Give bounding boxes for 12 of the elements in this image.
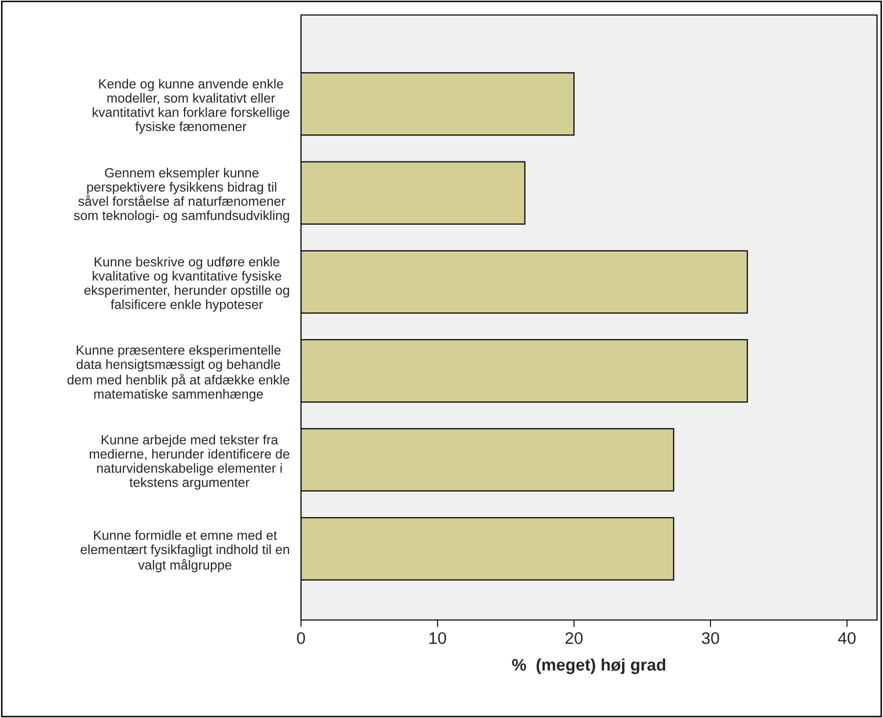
y-tick-label: Kunne præsentere eksperimentelle data hensigtsmæssigt og behandle dem med henblik på at afdække enkle matematiske sammenhænge (67, 345, 290, 402)
x-axis-title: % (meget) høj grad (512, 658, 666, 674)
y-tick-label: Gennem eksempler kunne perspektivere fysikkens bidrag til såvel forståelse af naturfænomener som teknologi- og samfundsudvikling (74, 168, 290, 223)
y-tick-label: Kunne formidle et emne med et elementært fysikfagligt indhold til en valgt målgruppe (80, 530, 290, 572)
y-tick-label: Kunne arbejde med tekster fra medierne, herunder identificere de naturvidenskabelige elementer i tekstens argumenter (90, 434, 290, 490)
y-tick-label: Kende og kunne anvende enkle modeller, som kvalitativt eller kvantitativt kan forklare forskellige fysiske fænomener (92, 78, 290, 134)
x-tick-label: 10 (429, 632, 446, 644)
x-tick-label: 0 (297, 632, 305, 644)
y-tick-label: Kunne beskrive og udføre enkle kvalitative og kvantitative fysiske eksperimenter, herunder opstille og falsificere enkle hypoteser (84, 256, 290, 312)
x-tick-label: 40 (838, 632, 856, 644)
x-tick-label: 30 (702, 632, 720, 644)
x-tick-label: 20 (566, 632, 583, 644)
